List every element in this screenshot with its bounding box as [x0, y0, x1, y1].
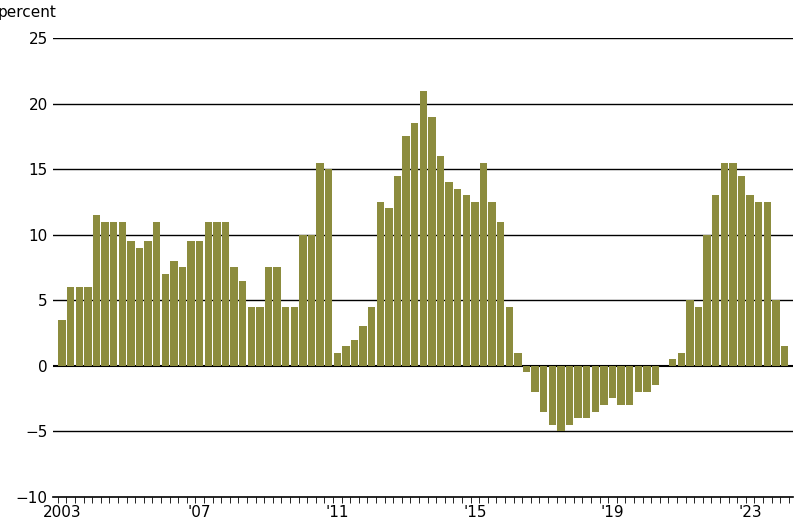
Bar	[394, 175, 401, 366]
Bar	[729, 163, 737, 366]
Bar	[721, 163, 728, 366]
Bar	[411, 123, 418, 366]
Bar	[213, 221, 221, 366]
Bar	[746, 196, 754, 366]
Bar	[282, 307, 290, 366]
Bar	[290, 307, 298, 366]
Bar	[600, 366, 607, 405]
Bar	[377, 202, 384, 366]
Bar	[222, 221, 229, 366]
Bar	[93, 215, 100, 366]
Bar	[497, 221, 504, 366]
Bar	[67, 287, 74, 366]
Bar	[350, 339, 358, 366]
Bar	[256, 307, 263, 366]
Bar	[316, 163, 324, 366]
Bar	[471, 202, 478, 366]
Bar	[772, 300, 779, 366]
Bar	[540, 366, 547, 412]
Bar	[506, 307, 513, 366]
Bar	[781, 346, 788, 366]
Bar	[531, 366, 538, 392]
Bar	[488, 202, 496, 366]
Bar	[153, 221, 160, 366]
Text: percent: percent	[0, 5, 57, 20]
Bar	[462, 196, 470, 366]
Bar	[437, 156, 444, 366]
Bar	[178, 267, 186, 366]
Bar	[634, 366, 642, 392]
Bar	[247, 307, 255, 366]
Bar	[205, 221, 212, 366]
Bar	[368, 307, 375, 366]
Bar	[703, 235, 710, 366]
Bar	[618, 366, 625, 405]
Bar	[566, 366, 573, 425]
Bar	[428, 117, 435, 366]
Bar	[196, 241, 203, 366]
Bar	[162, 274, 169, 366]
Bar	[643, 366, 650, 392]
Bar	[299, 235, 306, 366]
Bar	[187, 241, 194, 366]
Bar	[549, 366, 556, 425]
Bar	[334, 353, 341, 366]
Bar	[136, 248, 143, 366]
Bar	[58, 320, 66, 366]
Bar	[694, 307, 702, 366]
Bar	[652, 366, 659, 385]
Bar	[385, 209, 393, 366]
Bar	[274, 267, 281, 366]
Bar	[609, 366, 616, 398]
Bar	[75, 287, 83, 366]
Bar	[514, 353, 522, 366]
Bar	[591, 366, 599, 412]
Bar	[480, 163, 487, 366]
Bar	[574, 366, 582, 418]
Bar	[738, 175, 745, 366]
Bar	[626, 366, 634, 405]
Bar	[678, 353, 685, 366]
Bar	[102, 221, 109, 366]
Bar	[402, 136, 410, 366]
Bar	[454, 189, 462, 366]
Bar	[522, 366, 530, 372]
Bar	[764, 202, 771, 366]
Bar	[110, 221, 118, 366]
Bar	[170, 261, 178, 366]
Bar	[583, 366, 590, 418]
Bar	[359, 326, 366, 366]
Bar	[239, 280, 246, 366]
Bar	[308, 235, 315, 366]
Bar	[755, 202, 762, 366]
Bar	[127, 241, 134, 366]
Bar	[325, 169, 332, 366]
Bar	[230, 267, 238, 366]
Bar	[342, 346, 350, 366]
Bar	[686, 300, 694, 366]
Bar	[669, 359, 676, 366]
Bar	[144, 241, 152, 366]
Bar	[84, 287, 91, 366]
Bar	[557, 366, 565, 431]
Bar	[265, 267, 272, 366]
Bar	[446, 182, 453, 366]
Bar	[712, 196, 719, 366]
Bar	[118, 221, 126, 366]
Bar	[419, 91, 427, 366]
